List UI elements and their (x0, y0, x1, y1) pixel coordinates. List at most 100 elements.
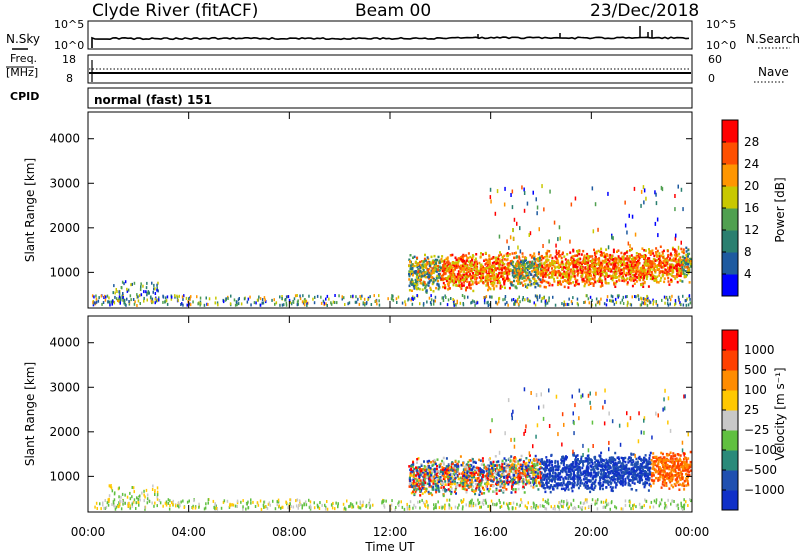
velocity-cell (558, 507, 561, 511)
power-cell (674, 301, 677, 305)
power-cell (488, 255, 491, 258)
power-cell (671, 294, 673, 298)
velocity-cell (432, 479, 435, 482)
power-cell (498, 266, 501, 269)
power-cell (435, 270, 438, 273)
power-cell (518, 257, 521, 260)
velocity-cell (309, 500, 312, 504)
power-cell (455, 280, 457, 284)
power-cell (441, 260, 444, 263)
velocity-cell (635, 505, 637, 509)
velocity-cell (689, 498, 691, 502)
velocity-cell (432, 460, 435, 463)
power-cell (460, 287, 463, 290)
power-cell (651, 249, 654, 252)
power-cell (524, 283, 527, 286)
velocity-cell (542, 475, 544, 478)
power-cell (323, 301, 326, 305)
power-cell (650, 252, 652, 255)
power-cell (643, 270, 646, 273)
velocity-cell (514, 482, 517, 485)
velocity-cell (663, 506, 666, 510)
velocity-cell (318, 507, 321, 510)
power-cell (598, 302, 601, 306)
velocity-cell (539, 504, 541, 507)
power-cell (688, 281, 691, 284)
power-cell (643, 249, 646, 252)
power-cell (485, 277, 488, 281)
velocity-cell (131, 495, 133, 499)
velocity-cell (229, 502, 231, 506)
power-cell (580, 271, 583, 275)
velocity-cell (172, 499, 174, 503)
power-cell (207, 303, 209, 306)
velocity-cell (289, 507, 291, 510)
power-cell (633, 270, 636, 273)
velocity-cell (602, 500, 605, 504)
power-cell (439, 266, 442, 270)
power-cell (576, 274, 579, 277)
power-cell (662, 256, 665, 259)
velocity-cell (131, 504, 134, 508)
power-cell (517, 274, 520, 277)
power-cell (500, 253, 503, 256)
velocity-cell (412, 461, 415, 464)
power-cell (679, 260, 681, 263)
power-cell (685, 253, 688, 257)
power-cell (545, 252, 548, 255)
power-cell (565, 264, 568, 267)
velocity-cell (520, 454, 523, 458)
power-cell (556, 259, 559, 263)
power-cell (422, 283, 425, 287)
velocity-cell (403, 507, 406, 511)
velocity-cell (499, 505, 501, 509)
velocity-cell (151, 501, 153, 505)
power-cell (438, 276, 440, 279)
velocity-cell (665, 484, 668, 487)
power-cell (325, 297, 327, 301)
power-cell (607, 269, 610, 272)
power-cell (128, 302, 131, 306)
velocity-cell (559, 501, 561, 505)
power-cell (457, 261, 460, 264)
power-cell (553, 272, 555, 276)
power-cell (515, 255, 518, 259)
power-cell (441, 269, 444, 273)
power-cell (413, 270, 416, 273)
velocity-cell (423, 476, 426, 480)
power-cell (428, 273, 431, 277)
power-cell (582, 268, 585, 272)
velocity-cell (362, 503, 364, 507)
power-cell (431, 259, 434, 263)
power-cell (568, 272, 571, 275)
power-cell (525, 257, 528, 260)
power-cell (663, 280, 666, 284)
power-cell (140, 293, 143, 297)
velocity-cell (535, 459, 538, 463)
power-cell (615, 272, 618, 275)
power-cell (418, 287, 421, 291)
velocity-cell (577, 505, 580, 509)
power-cell (449, 275, 452, 279)
velocity-cell (689, 469, 692, 472)
power-cell (288, 298, 291, 302)
power-cell (464, 286, 467, 290)
velocity-cell (602, 464, 605, 467)
power-cell (446, 303, 449, 307)
power-cell (568, 297, 570, 301)
velocity-cell (192, 506, 194, 510)
power-cell (431, 282, 434, 286)
power-cell (682, 248, 685, 251)
power-cell (620, 276, 623, 279)
power-cell (676, 272, 679, 276)
power-cell (463, 281, 466, 284)
power-cell (632, 277, 635, 280)
power-cell (523, 279, 526, 283)
power-cell (436, 283, 439, 286)
power-cell (542, 275, 545, 279)
velocity-cell (143, 489, 145, 493)
power-cell (562, 276, 564, 279)
power-cell (106, 294, 109, 298)
power-cell (498, 254, 501, 257)
velocity-cell (172, 503, 174, 506)
